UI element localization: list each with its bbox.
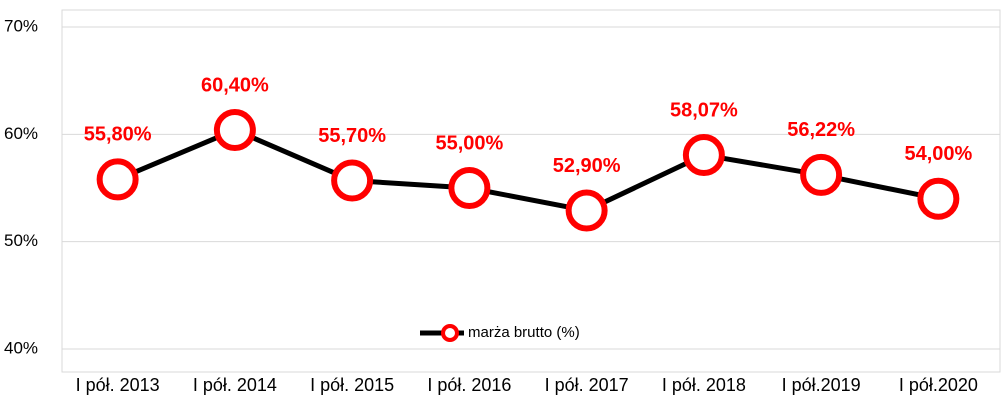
value-label: 55,70%	[318, 125, 386, 147]
y-tick-label: 40%	[4, 338, 38, 357]
marker	[331, 159, 374, 202]
value-label: 55,80%	[84, 124, 152, 146]
value-label: 55,00%	[435, 132, 503, 154]
marker	[565, 189, 608, 232]
plot-area	[61, 9, 1001, 373]
value-label: 52,90%	[553, 155, 621, 177]
value-label: 58,07%	[670, 99, 738, 121]
value-label: 54,00%	[904, 143, 972, 165]
legend-marker	[441, 324, 459, 342]
x-tick-label: I pół.2019	[782, 375, 861, 395]
marker	[213, 109, 256, 152]
x-tick-label: I pół. 2018	[662, 375, 746, 395]
legend-label: marża brutto (%)	[468, 324, 580, 341]
marker	[682, 134, 725, 177]
marker	[917, 177, 960, 220]
x-tick-label: I pół. 2014	[193, 375, 277, 395]
x-tick-label: I pół. 2017	[545, 375, 629, 395]
y-tick-label: 50%	[4, 231, 38, 250]
y-tick-label: 60%	[4, 124, 38, 143]
marker	[448, 167, 491, 209]
marker	[800, 153, 843, 196]
x-tick-label: I pół. 2013	[76, 375, 160, 395]
x-tick-label: I pół.2020	[899, 375, 978, 395]
x-tick-label: I pół. 2016	[427, 375, 511, 395]
value-label: 56,22%	[787, 119, 855, 141]
value-label: 60,40%	[201, 74, 269, 96]
x-tick-label: I pół. 2015	[310, 375, 394, 395]
marker	[96, 158, 139, 201]
y-tick-label: 70%	[4, 16, 38, 35]
